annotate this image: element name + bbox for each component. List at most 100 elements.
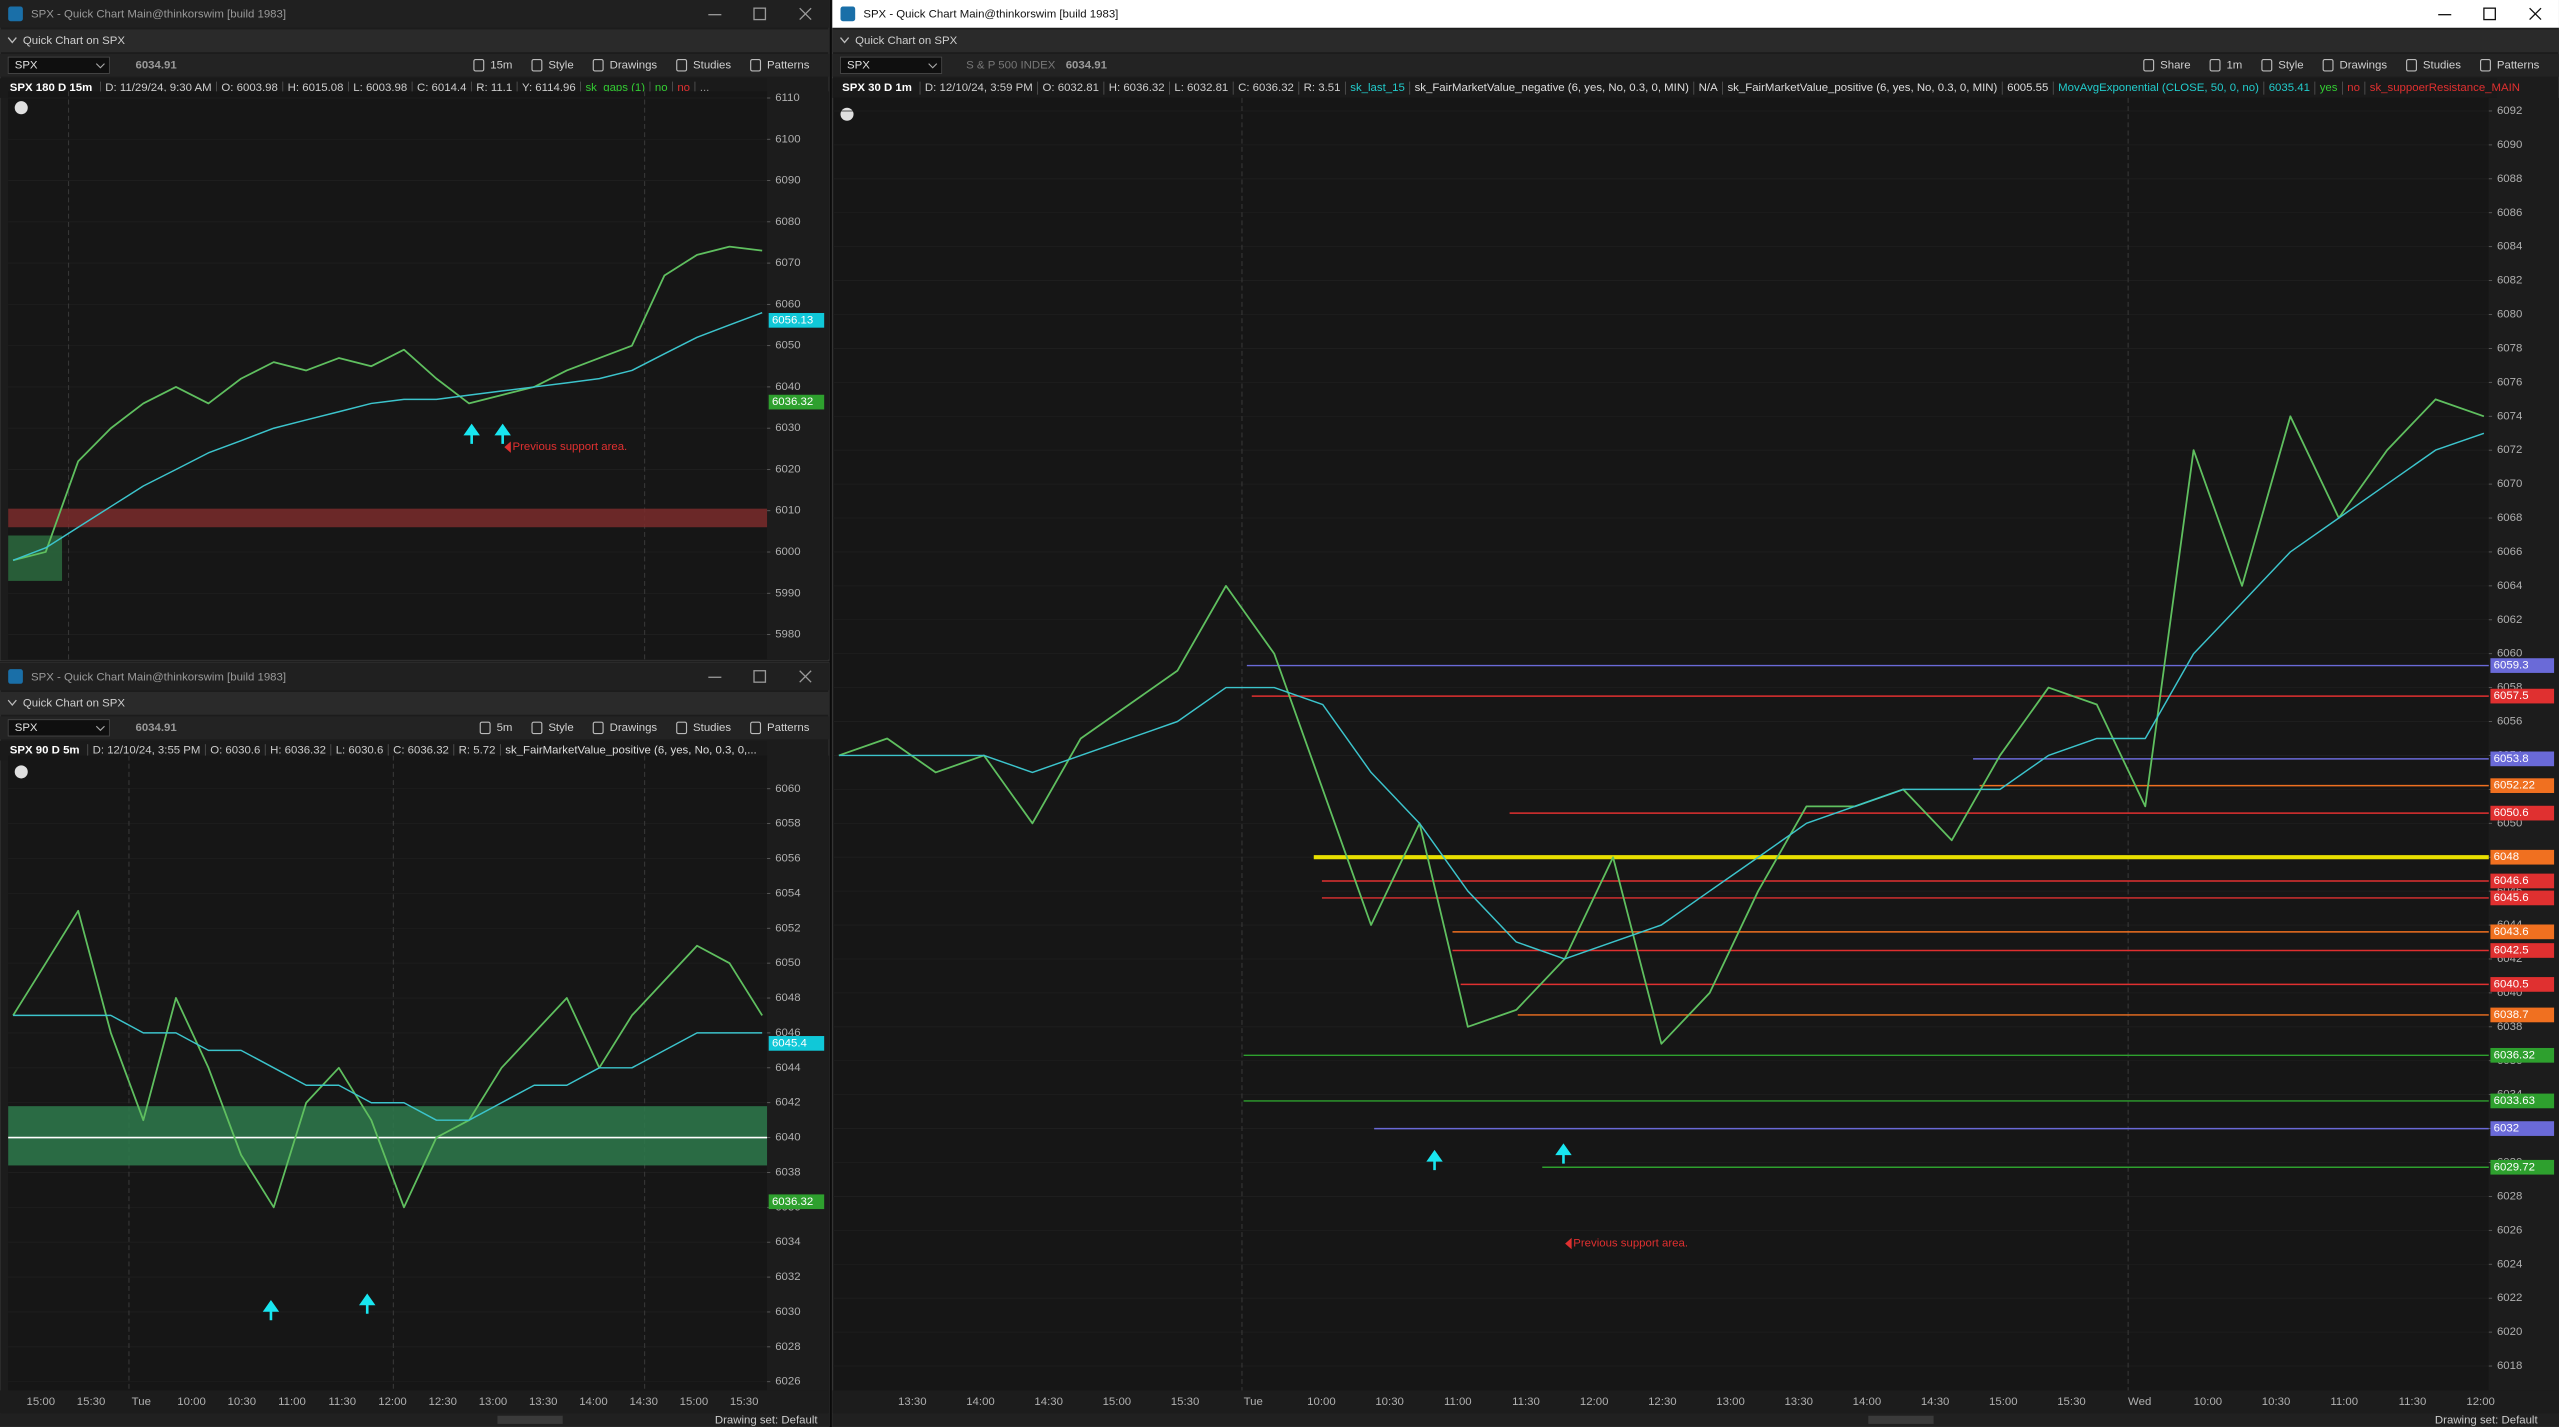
price-tag-label: 6053.8 <box>2494 753 2529 765</box>
moving-average <box>838 432 2485 960</box>
info-item: D: 11/29/24, 9:30 AM <box>105 82 211 94</box>
symbol[interactable]: SPX <box>15 722 38 734</box>
toolbar-button[interactable]: Drawings <box>610 722 658 734</box>
app-icon <box>8 669 23 684</box>
toolbar-icon[interactable] <box>2143 58 2155 72</box>
symbol[interactable]: SPX <box>847 59 870 71</box>
toolbar-button[interactable]: 5m <box>497 722 513 734</box>
annotation-pointer <box>1565 1237 1572 1250</box>
scrollbar-thumb[interactable] <box>497 1415 563 1424</box>
symbol-dropdown[interactable] <box>95 725 105 732</box>
toolbar-button[interactable]: Style <box>548 59 573 71</box>
price-tag <box>2490 1121 2555 1136</box>
toolbar-icon[interactable] <box>531 721 543 735</box>
price-tag <box>2490 943 2555 958</box>
toolbar-icon[interactable] <box>750 721 762 735</box>
collapse-chevron[interactable] <box>7 699 17 707</box>
toolbar-button[interactable]: Studies <box>2423 59 2461 71</box>
symbol-dropdown[interactable] <box>928 63 938 69</box>
symbol-box[interactable] <box>840 56 943 74</box>
toolbar-button[interactable]: Drawings <box>610 59 658 71</box>
symbol-dropdown[interactable] <box>95 63 105 69</box>
toolbar-button[interactable]: 1m <box>2226 59 2242 71</box>
toolbar-button[interactable]: Drawings <box>2340 59 2388 71</box>
toolbar-icon[interactable] <box>2261 58 2273 72</box>
toolbar-button[interactable]: Share <box>2160 59 2190 71</box>
toolbar-icon[interactable] <box>592 721 604 735</box>
close-button[interactable] <box>799 7 812 21</box>
toolbar-icon[interactable] <box>592 58 604 72</box>
time-label: 10:30 <box>2262 1396 2291 1408</box>
price-tick-label: 6040 <box>775 1132 800 1144</box>
toolbar-icon[interactable] <box>2322 58 2334 72</box>
toolbar-button[interactable]: Studies <box>693 59 731 71</box>
toolbar-icon[interactable] <box>676 721 688 735</box>
time-label: 15:00 <box>1989 1396 2018 1408</box>
maximize-button[interactable] <box>2483 7 2496 21</box>
collapse-chevron[interactable] <box>7 37 17 44</box>
info-icon[interactable] <box>14 101 28 115</box>
price-tag-label: 6029.72 <box>2494 1161 2535 1173</box>
subtitle: Quick Chart on SPX <box>855 35 957 47</box>
price-tick-label: 6022 <box>2497 1292 2522 1304</box>
subtitle-bar <box>832 29 2559 53</box>
price-tick-label: 6028 <box>775 1341 800 1353</box>
price-tick-label: 6010 <box>775 505 800 517</box>
toolbar-icon[interactable] <box>479 721 491 735</box>
info-icon[interactable] <box>14 765 28 779</box>
scrollbar-thumb[interactable] <box>1868 1415 1934 1424</box>
support-arrow <box>1555 1143 1572 1164</box>
toolbar-icon[interactable] <box>473 58 485 72</box>
window-title: SPX - Quick Chart Main@thinkorswim [buil… <box>31 671 286 683</box>
info-icon[interactable] <box>840 107 854 121</box>
symbol[interactable]: SPX <box>15 59 38 71</box>
window-title: SPX - Quick Chart Main@thinkorswim [buil… <box>31 9 286 21</box>
time-label: 13:30 <box>898 1396 927 1408</box>
toolbar-button[interactable]: 15m <box>490 59 512 71</box>
toolbar-icon[interactable] <box>676 58 688 72</box>
symbol-box[interactable] <box>7 719 110 737</box>
price-line <box>12 245 763 562</box>
toolbar-button[interactable]: Patterns <box>767 722 810 734</box>
status-text: Drawing set: Default <box>2435 1415 2539 1427</box>
time-label: Tue <box>1244 1396 1263 1408</box>
price-tag-label: 6042.5 <box>2494 945 2529 957</box>
maximize-button[interactable] <box>753 670 767 683</box>
collapse-chevron[interactable] <box>839 37 850 44</box>
toolbar-icon[interactable] <box>531 58 543 72</box>
price-tag <box>2490 688 2555 704</box>
toolbar-icon[interactable] <box>2406 58 2417 72</box>
time-label: 14:30 <box>1921 1396 1950 1408</box>
symbol-box[interactable] <box>7 56 110 74</box>
toolbar-icon[interactable] <box>2209 58 2221 72</box>
price-tick-label: 6038 <box>2497 1021 2522 1033</box>
toolbar-icon[interactable] <box>2480 58 2491 72</box>
price-tag-label: 6056.13 <box>772 314 813 326</box>
window-title: SPX - Quick Chart Main@thinkorswim [buil… <box>863 9 1118 21</box>
status-bar <box>0 1413 830 1427</box>
toolbar-button[interactable]: Style <box>548 722 573 734</box>
toolbar-icon[interactable] <box>750 58 762 72</box>
maximize-button[interactable] <box>753 7 767 21</box>
price-tick-label: 6020 <box>775 463 800 475</box>
time-axis <box>832 1390 2559 1414</box>
price-tag <box>2490 658 2555 673</box>
price-tag <box>2490 890 2555 906</box>
time-label: 14:30 <box>629 1396 658 1408</box>
time-label: 11:30 <box>2399 1396 2427 1408</box>
info-item: sk_suppoerResistance_MAIN <box>2370 82 2520 94</box>
info-item: L: 6032.81 <box>1174 82 1228 94</box>
price-tick-label: 6090 <box>2497 139 2522 151</box>
close-button[interactable] <box>2529 7 2542 21</box>
close-button[interactable] <box>799 670 812 683</box>
toolbar-button[interactable]: Patterns <box>767 59 810 71</box>
price-tick-label: 6026 <box>2497 1224 2522 1236</box>
toolbar-button[interactable]: Patterns <box>2497 59 2540 71</box>
toolbar-button[interactable]: Studies <box>693 722 731 734</box>
toolbar-button[interactable]: Style <box>2278 59 2303 71</box>
price-tick-label: 6038 <box>775 1166 800 1178</box>
time-label: 15:00 <box>1103 1396 1132 1408</box>
price-tick-label: 6060 <box>775 298 800 310</box>
title-bar <box>0 662 830 691</box>
price-tick-label: 6018 <box>2497 1360 2522 1372</box>
